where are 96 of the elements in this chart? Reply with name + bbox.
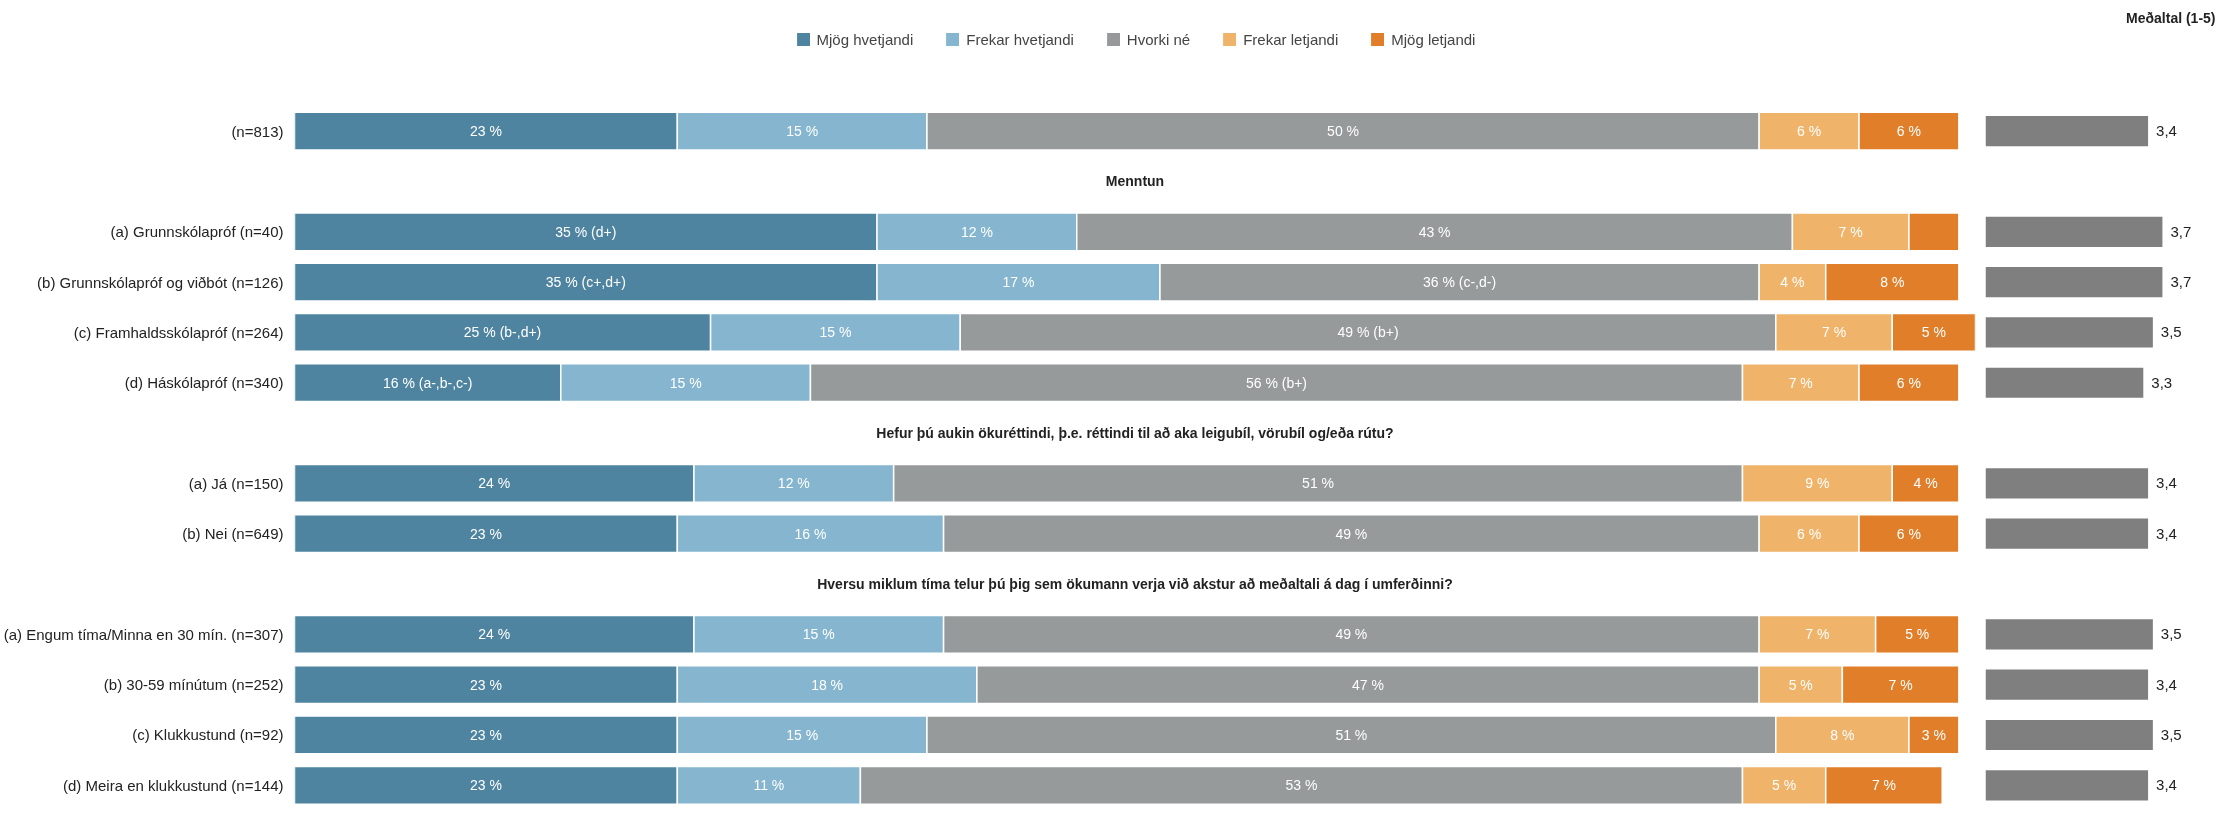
data-label: 49 % (b+) [1337,324,1399,341]
data-label: 3,4 [2156,776,2177,794]
data-label: 8 % [1880,274,1905,291]
annotation: Hefur þú aukin ökuréttindi, þ.e. réttindi til að aka leigubíl, vörubíl og/eða rútu? [876,425,1394,442]
data-label: 23 % [469,525,502,542]
y-tick-label: (c) Klukkustund (n=92) [132,726,284,744]
data-label: 36 % (c-,d-) [1422,274,1497,291]
data-label: 3,3 [2151,373,2173,391]
data-label: 6 % [1896,123,1921,140]
data-label: 51 % [1335,726,1368,743]
data-label: 50 % [1327,123,1360,140]
y-tick-label: (a) Grunnskólapróf (n=40) [110,223,284,241]
data-label: 24 % [478,475,511,492]
legend-label: Hvorki né [1126,30,1191,48]
data-label: 7 % [1888,676,1913,693]
data-label: 7 % [1838,223,1863,240]
data-label: 35 % (d+) [555,223,617,240]
data-label: 6 % [1896,374,1921,391]
data-label: 8 % [1830,726,1855,743]
data-label: 6 % [1797,123,1822,140]
data-label: 47 % [1352,676,1384,693]
data-label: 15 % [669,374,702,391]
y-tick-label: (d) Háskólapróf (n=340) [124,374,284,392]
y-tick-label: (a) Já (n=150) [188,474,284,492]
data-label: 11 % [753,777,785,794]
y-tick-label: (b) Grunnskólapróf og viðbót (n=126) [37,273,284,291]
bar [1985,468,2149,499]
data-label: 3,7 [2170,222,2192,240]
data-label: 23 % [469,676,502,693]
data-label: 12 % [777,475,810,492]
y-tick-label: (b) 30-59 mínútum (n=252) [103,676,284,694]
y-tick-label: (d) Meira en klukkustund (n=144) [62,776,284,794]
annotation: Menntun [1105,173,1165,190]
bar [1985,770,2149,801]
data-label: 3,7 [2170,273,2192,291]
bar [1985,216,2163,247]
data-label: 3,5 [2160,625,2182,643]
data-label: 4 % [1913,475,1938,492]
data-label: 3,4 [2156,524,2177,542]
data-label: 5 % [1788,676,1813,693]
bar [1985,367,2144,398]
data-label: 43 % [1418,223,1451,240]
data-label: 6 % [1896,525,1921,542]
data-label: 5 % [1921,324,1946,341]
data-label: 7 % [1805,626,1830,643]
data-label: 3 % [1921,726,1946,743]
data-label: 16 % [794,525,827,542]
legend-label: Mjög hvetjandi [816,30,914,48]
y-tick-label: (n=813) [231,122,284,140]
data-label: 7 % [1871,777,1897,794]
data-label: 9 % [1805,475,1830,492]
data-label: 17 % [1002,274,1035,291]
data-label: 25 % (b-,d+) [463,324,542,341]
bar [1985,619,2153,650]
data-label: 49 % [1335,525,1368,542]
data-label: 5 % [1905,626,1930,643]
data-label: 3,4 [2156,675,2177,693]
data-label: 3,4 [2156,474,2177,492]
data-label: 23 % [469,123,502,140]
bar [1985,669,2149,700]
legend-label: Mjög letjandi [1391,30,1476,48]
y-tick-label: (c) Framhaldsskólapróf (n=264) [73,323,284,341]
data-label: 23 % [469,726,502,743]
data-label: 7 % [1788,374,1813,391]
bar [1985,518,2149,549]
data-label: 12 % [960,223,993,240]
data-label: 6 % [1797,525,1822,542]
data-label: 15 % [786,726,819,743]
data-label: 18 % [811,676,844,693]
data-label: 5 % [1772,777,1797,794]
y-tick-label: (a) Engum tíma/Minna en 30 mín. (n=307) [3,625,284,643]
data-label: 56 % (b+) [1245,374,1308,391]
legend-label: Frekar letjandi [1243,30,1339,48]
data-label: 24 % [478,626,511,643]
chart-title: Meðaltal (1-5) [2126,9,2216,26]
data-label: 4 % [1780,274,1805,291]
data-label: 51 % [1302,475,1335,492]
data-label: 3,5 [2160,323,2182,341]
data-label: 7 % [1821,324,1847,341]
data-label: 16 % (a-,b-,c-) [382,374,473,391]
data-label: 15 % [802,626,835,643]
data-label: 35 % (c+,d+) [545,274,626,291]
bar [1985,719,2153,751]
bar [1985,317,2153,348]
bar [1985,116,2149,147]
data-label: 53 % [1285,777,1318,794]
legend-label: Frekar hvetjandi [966,30,1074,48]
bar [1985,267,2163,298]
y-tick-label: (b) Nei (n=649) [182,525,284,543]
annotation: Hversu miklum tíma telur þú þig sem ökumann verja við akstur að meðaltali á dag í umferðinni? [817,576,1453,593]
data-label: 23 % [469,777,502,794]
data-label: 15 % [786,123,819,140]
data-label: 3,5 [2160,725,2182,743]
data-label: 49 % [1335,626,1368,643]
data-label: 15 % [819,324,852,341]
data-label: 3,4 [2156,122,2177,140]
